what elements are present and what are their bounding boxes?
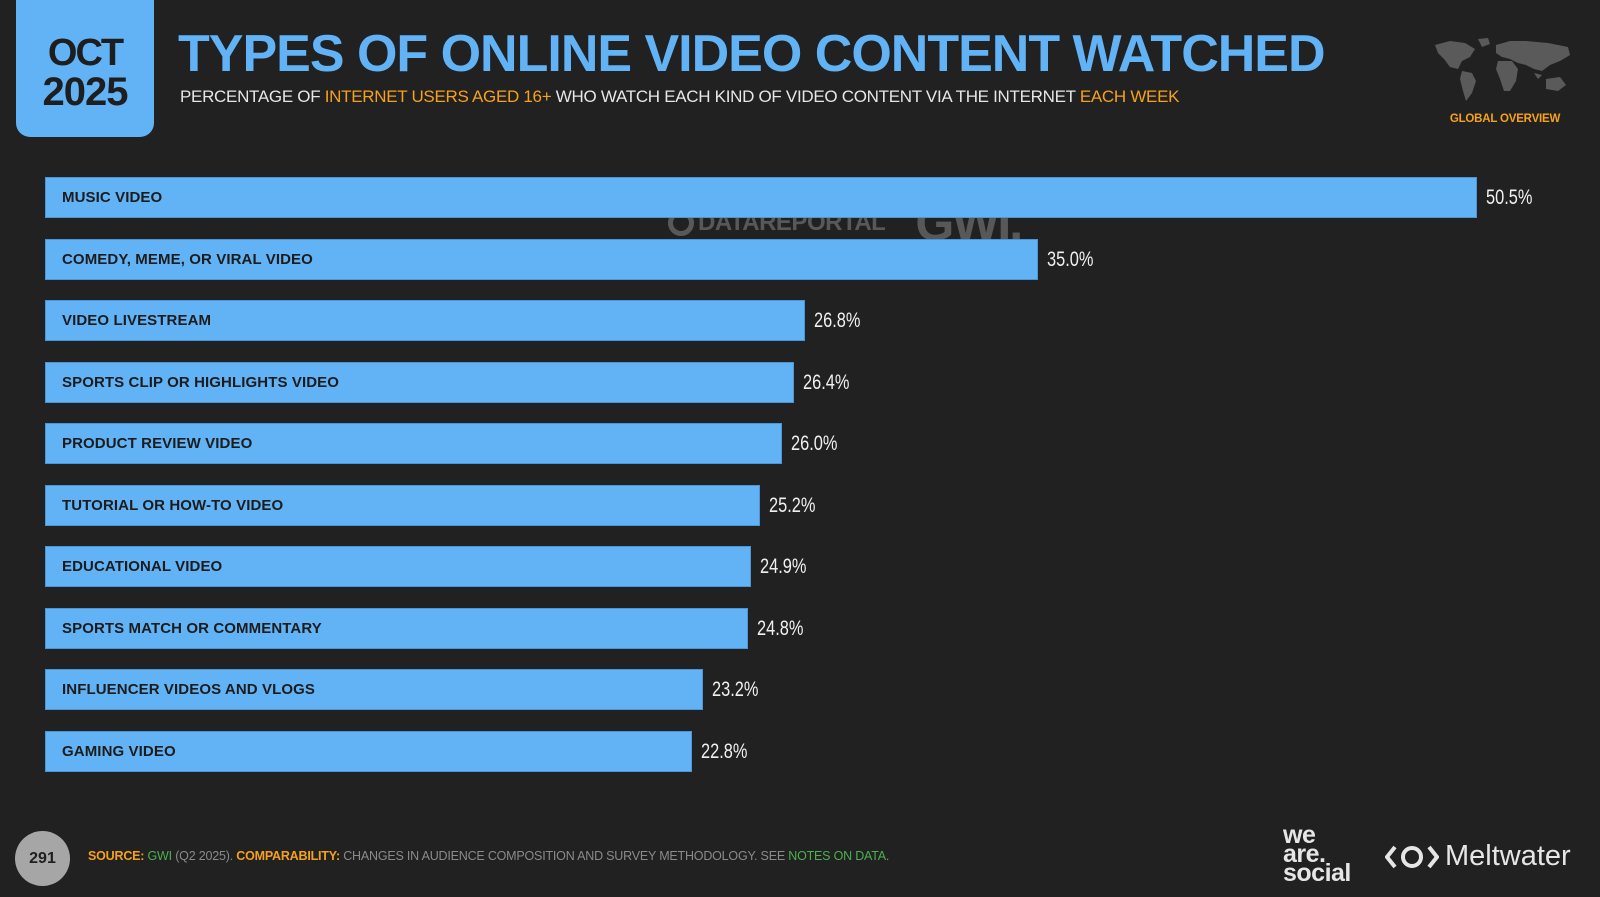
bar-label: INFLUENCER VIDEOS AND VLOGS	[62, 681, 315, 698]
date-month: OCT	[47, 31, 124, 74]
bar	[45, 546, 751, 587]
bar-label: VIDEO LIVESTREAM	[62, 312, 212, 329]
source-label: SOURCE:	[88, 849, 145, 863]
bar-value: 26.4%	[803, 371, 850, 394]
meltwater-logo: Meltwater	[1385, 840, 1571, 873]
logo-line: are.	[1283, 840, 1326, 868]
meltwater-eye-icon	[1385, 845, 1439, 868]
bar-value: 24.9%	[760, 555, 807, 578]
bar	[45, 239, 1038, 280]
bar-value: 24.8%	[757, 617, 804, 640]
page-subtitle: PERCENTAGE OF INTERNET USERS AGED 16+ WH…	[180, 87, 1179, 107]
bar	[45, 485, 760, 526]
bar	[45, 177, 1477, 218]
bar-value: 50.5%	[1486, 186, 1533, 209]
source-link[interactable]: GWI	[147, 849, 173, 863]
bar	[45, 731, 692, 772]
global-overview: GLOBAL OVERVIEW	[1430, 30, 1580, 130]
bar-value: 23.2%	[712, 678, 759, 701]
source-period: (Q2 2025).	[171, 849, 237, 863]
comparability-label: COMPARABILITY:	[236, 849, 340, 863]
bar-value: 22.8%	[701, 740, 748, 763]
bar-label: COMEDY, MEME, OR VIRAL VIDEO	[62, 251, 313, 268]
bar-label: SPORTS MATCH OR COMMENTARY	[62, 620, 322, 637]
logo-line: social	[1283, 859, 1351, 887]
source-note: SOURCE: GWI (Q2 2025). COMPARABILITY: CH…	[88, 849, 889, 863]
notes-on-data-link[interactable]: NOTES ON DATA	[788, 849, 886, 863]
bar-label: MUSIC VIDEO	[62, 189, 163, 206]
bar	[45, 669, 703, 710]
date-badge: OCT 2025	[16, 0, 154, 137]
region-label: GLOBAL OVERVIEW	[1449, 113, 1561, 125]
comparability-text: CHANGES IN AUDIENCE COMPOSITION AND SURV…	[339, 849, 789, 863]
world-map-icon	[1435, 38, 1570, 101]
bar-value: 26.0%	[791, 432, 838, 455]
source-end: .	[885, 849, 890, 863]
subtitle-highlight: INTERNET USERS AGED 16+	[324, 87, 552, 106]
bar-value: 35.0%	[1047, 248, 1094, 271]
bar	[45, 362, 794, 403]
page-number: 291	[15, 831, 70, 886]
subtitle-part: WHO WATCH EACH KIND OF VIDEO CONTENT VIA…	[551, 87, 1080, 106]
bar-label: EDUCATIONAL VIDEO	[62, 558, 223, 575]
subtitle-part: PERCENTAGE OF	[180, 87, 325, 106]
page-title: TYPES OF ONLINE VIDEO CONTENT WATCHED	[178, 25, 1326, 83]
subtitle-highlight: EACH WEEK	[1079, 87, 1180, 106]
we-are-social-logo: we are. social	[1283, 821, 1351, 887]
bar	[45, 423, 782, 464]
meltwater-text: Meltwater	[1445, 840, 1571, 872]
bar-label: TUTORIAL OR HOW-TO VIDEO	[62, 497, 284, 514]
bar-label: SPORTS CLIP OR HIGHLIGHTS VIDEO	[62, 374, 340, 391]
bar-value: 26.8%	[814, 309, 861, 332]
logo-line: we	[1283, 821, 1316, 849]
date-year: 2025	[42, 69, 129, 114]
bar-label: PRODUCT REVIEW VIDEO	[62, 435, 253, 452]
bar-label: GAMING VIDEO	[62, 743, 176, 760]
bar	[45, 300, 805, 341]
bar	[45, 608, 748, 649]
bar-value: 25.2%	[769, 494, 816, 517]
